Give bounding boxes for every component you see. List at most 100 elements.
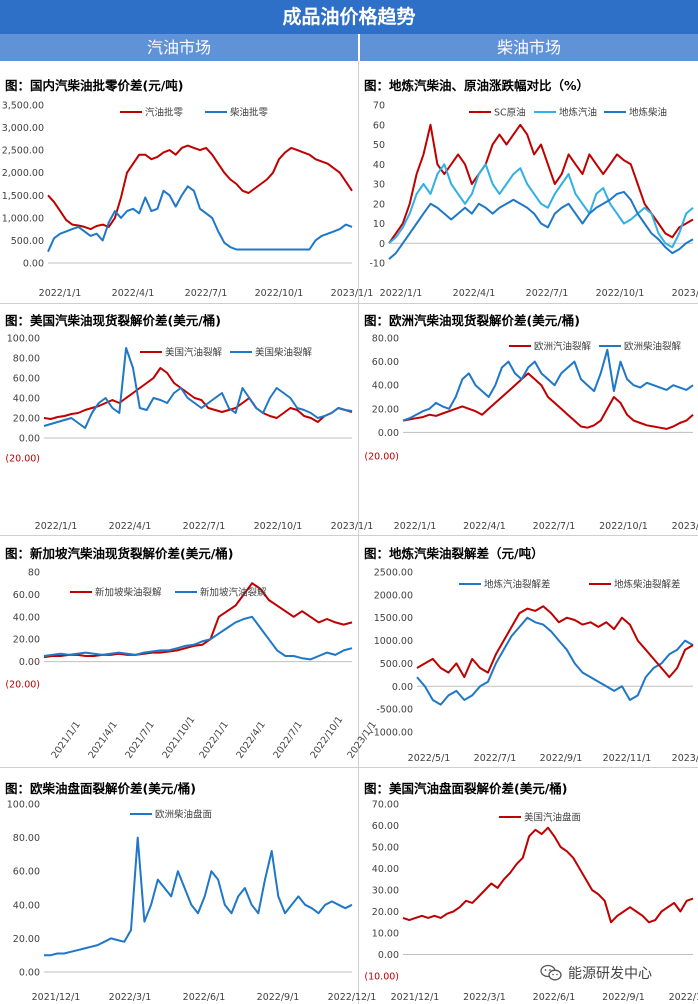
x-tick-label: 2022/9/1 [257, 992, 300, 1003]
y-tick-label: 60 [373, 120, 385, 131]
y-tick-label: 40.00 [372, 381, 399, 392]
x-tick-label: 2022/1/1 [394, 521, 437, 532]
series-line-c2-1 [388, 163, 694, 249]
y-tick-label: 2000.00 [374, 590, 413, 601]
series-line-c5-0 [43, 582, 353, 659]
y-tick-label: 2,500.00 [2, 146, 44, 157]
series-line-c4-1 [402, 348, 694, 422]
x-tick-label: 2021/4/1 [86, 719, 119, 760]
y-tick-label: 0.00 [23, 259, 44, 270]
chart-domestic-retail-spread: 3,500.00 3,000.00 2,500.00 2,000.00 1,500.00… [2, 101, 374, 300]
series-line-c2-0 [388, 123, 694, 244]
series-line-c7-0 [44, 836, 353, 957]
y-tick-label: 10.00 [372, 929, 399, 940]
legend-label: 地炼柴油裂解差 [614, 579, 681, 591]
y-tick-label: -1000.00 [370, 728, 413, 739]
y-tick-label: 20.00 [13, 635, 40, 646]
x-tick-label: 2023/1/1 [672, 753, 698, 764]
y-tick-label: 1,000.00 [2, 213, 44, 224]
x-tick-label: 2021/12/1 [391, 992, 440, 1003]
x-tick-label: 2022/10/1 [599, 521, 648, 532]
x-tick-label: 2022/4/1 [234, 719, 267, 760]
watermark: 能源研发中心 [540, 960, 690, 986]
legend-label: 地炼柴油 [629, 107, 667, 119]
legend-label: 欧洲柴油裂解 [624, 341, 682, 353]
x-tick-label: 2022/7/1 [183, 521, 226, 532]
legend-label: 美国汽油盘面 [524, 812, 581, 824]
x-tick-label: 2022/7/1 [271, 719, 304, 760]
page-title: 成品油价格趋势 [0, 0, 698, 34]
y-tick-label: 80 [28, 568, 40, 579]
chart-us-gasoline-futures-crack: 70.00 60.00 50.00 40.00 30.00 20.00 10.00 0.00 (… [364, 800, 698, 1004]
chart-local-refinery-crack: 2500.00 2000.00 1500.00 1000.00 500.00 0.00 -5… [370, 568, 698, 765]
x-tick-label: 2022/10/1 [596, 288, 645, 299]
x-tick-label: 2022/1/1 [35, 521, 78, 532]
series-line-c2-2 [388, 190, 694, 260]
y-tick-label: 50 [373, 140, 385, 151]
y-tick-label: (20.00) [364, 452, 399, 463]
chart-us-crack-spread: 100.00 80.00 60.00 40.00 20.00 0.00 (20.00) 202… [5, 334, 373, 533]
y-tick-label: 80.00 [13, 833, 40, 844]
y-tick-label: 0.00 [378, 950, 399, 961]
chart-title-c1: 图：国内汽柴油批零价差(元/吨) [5, 78, 184, 93]
legend-label: SC原油 [494, 107, 526, 119]
x-tick-label: 2023/1/1 [672, 288, 698, 299]
x-tick-label: 2022/1/1 [39, 288, 82, 299]
y-tick-label: -10 [369, 259, 385, 270]
legend-label: 美国汽油裂解 [165, 347, 223, 359]
chart-title-c4: 图：欧洲汽柴油现货裂解价差(美元/桶) [364, 313, 580, 328]
x-tick-label: 2022/4/1 [112, 288, 155, 299]
chart-eu-crack-spread: 80.00 60.00 40.00 20.00 0.00 (20.00) 2022/1/1 2… [364, 334, 698, 533]
y-tick-label: 40.00 [372, 864, 399, 875]
x-tick-label: 2022/12/1 [328, 992, 377, 1003]
x-tick-label: 2022/11/1 [603, 753, 652, 764]
chart-title-c2: 图：地炼汽柴油、原油涨跌幅对比（%） [364, 78, 590, 93]
legend-label: 新加坡柴油裂解 [95, 587, 162, 599]
chart-title-c3: 图：美国汽柴油现货裂解价差(美元/桶) [5, 313, 221, 328]
series-line-c5-1 [43, 615, 353, 661]
y-tick-label: 500.00 [11, 236, 44, 247]
y-tick-label: 0.00 [19, 968, 40, 979]
series-line-c6-0 [416, 616, 694, 706]
x-tick-label: 2022/1/1 [197, 719, 230, 760]
y-tick-label: 0.00 [19, 434, 40, 445]
chart-title-c7: 图：欧柴油盘面裂解价差(美元/桶) [5, 781, 196, 796]
series-line-c8-0 [402, 826, 694, 924]
y-tick-label: (20.00) [5, 680, 40, 691]
x-tick-label: 2022/12/1 [669, 992, 698, 1003]
legend-label: 地炼汽油 [559, 107, 597, 119]
y-tick-label: 500.00 [380, 659, 413, 670]
chart-title-c8: 图：美国汽油盘面裂解价差(美元/桶) [364, 781, 568, 796]
legend-label: 欧洲柴油盘面 [155, 809, 212, 821]
x-tick-label: 2022/10/1 [308, 715, 345, 761]
y-tick-label: 60.00 [13, 590, 40, 601]
y-tick-label: 10 [373, 219, 385, 230]
y-tick-label: 40.00 [13, 394, 40, 405]
x-tick-label: 2023/1/1 [331, 288, 374, 299]
x-tick-label: 2022/4/1 [109, 521, 152, 532]
y-tick-label: 60.00 [372, 821, 399, 832]
legend-label: 柴油批零 [230, 107, 269, 119]
watermark-text: 能源研发中心 [568, 966, 652, 982]
x-tick-label: 2022/10/1 [255, 288, 304, 299]
y-tick-label: -500.00 [376, 705, 413, 716]
x-tick-label: 2022/6/1 [533, 992, 576, 1003]
section-header-diesel: 柴油市场 [360, 34, 698, 61]
x-tick-label: 2022/4/1 [453, 288, 496, 299]
x-tick-label: 2022/5/1 [408, 753, 451, 764]
x-tick-label: 2022/7/1 [533, 521, 576, 532]
y-tick-label: 1000.00 [374, 636, 413, 647]
y-tick-label: 30 [373, 180, 385, 191]
y-tick-label: 3,000.00 [2, 123, 44, 134]
y-tick-label: 80.00 [13, 354, 40, 365]
y-tick-label: 0.00 [378, 428, 399, 439]
x-tick-label: 2022/3/1 [463, 992, 506, 1003]
series-line-c6-1 [416, 605, 694, 679]
row-divider-1 [0, 303, 698, 304]
y-tick-label: 60.00 [13, 374, 40, 385]
x-tick-label: 2021/10/1 [160, 715, 197, 761]
y-tick-label: 0.00 [19, 657, 40, 668]
chart-title-c5: 图：新加坡汽柴油现货裂解价差(美元/桶) [5, 546, 234, 561]
x-tick-label: 2022/7/1 [474, 753, 517, 764]
